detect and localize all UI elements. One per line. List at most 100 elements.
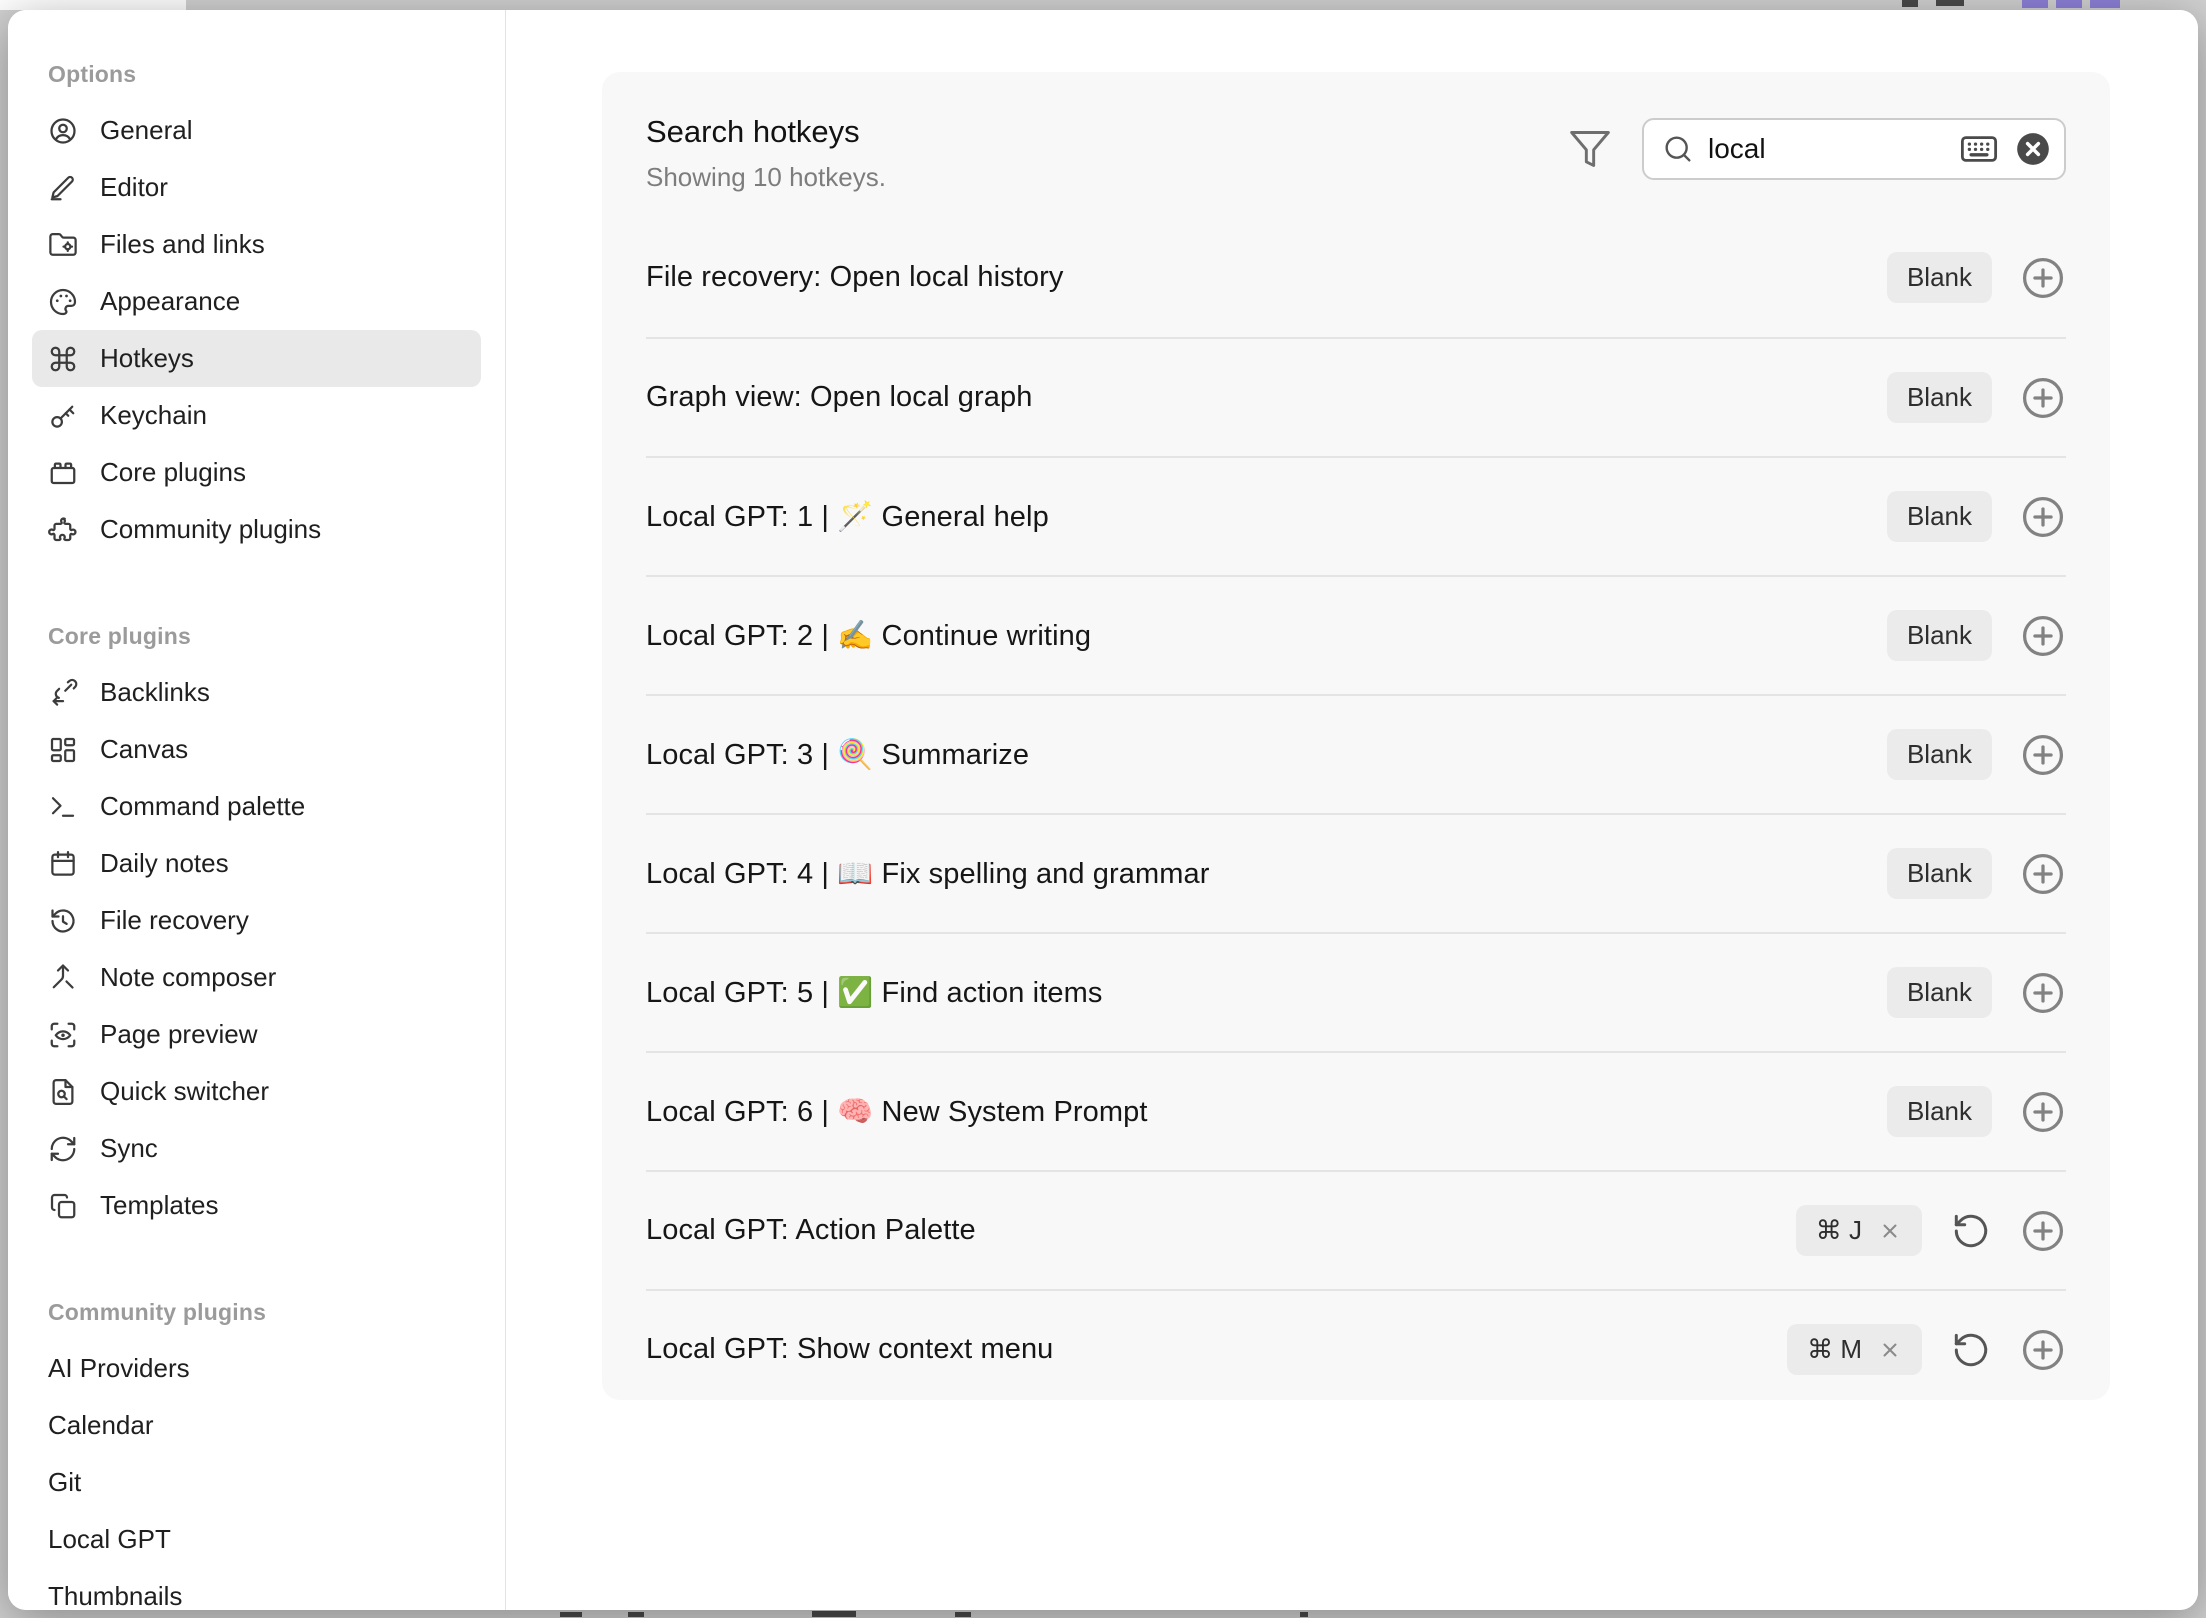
hotkey-row: Local GPT: 2 | ✍️ Continue writing Blank [646,575,2066,694]
restore-default-icon[interactable] [1950,1329,1992,1371]
sidebar-item-label: Core plugins [100,457,246,487]
sidebar-item-sync[interactable]: Sync [32,1120,481,1177]
hotkey-controls: ⌘ J [1795,1205,2066,1256]
hotkey-list: File recovery: Open local history Blank Gr… [646,218,2066,1408]
hotkey-controls: Blank [1886,967,2066,1018]
restore-default-icon[interactable] [1950,1210,1992,1252]
file-search-icon [48,1077,78,1107]
sidebar-item-label: Note composer [100,962,277,992]
hotkey-row: File recovery: Open local history Blank [646,218,2066,337]
background-fragment [955,1612,971,1617]
add-hotkey-button[interactable] [2020,613,2066,659]
clear-search-button[interactable] [2014,130,2052,168]
history-icon [48,906,78,936]
hotkeys-panel: Search hotkeys Showing 10 hotkeys. [602,72,2110,1400]
background-fragment [1902,0,1918,7]
hotkey-command-label: Local GPT: Show context menu [646,1333,1054,1365]
remove-hotkey-icon[interactable] [1878,1219,1902,1243]
sidebar-item-page-preview[interactable]: Page preview [32,1006,481,1063]
blank-hotkey-chip: Blank [1886,967,1992,1018]
sidebar-item-ai-providers[interactable]: AI Providers [32,1340,481,1397]
hotkey-controls: ⌘ M [1787,1324,2066,1375]
search-input[interactable] [1708,133,1944,165]
sidebar-item-thumbnails[interactable]: Thumbnails [32,1568,481,1610]
hotkey-chip: ⌘ M [1787,1324,1922,1375]
sidebar-item-note-composer[interactable]: Note composer [32,949,481,1006]
background-fragment [2022,0,2048,8]
background-fragment [1300,1612,1308,1617]
sidebar-item-label: Sync [100,1133,158,1163]
sidebar-item-backlinks[interactable]: Backlinks [32,664,481,721]
add-hotkey-button[interactable] [2020,375,2066,421]
sidebar-item-label: General [100,115,193,145]
sidebar-item-label: Appearance [100,286,241,316]
add-hotkey-button[interactable] [2020,494,2066,540]
add-hotkey-button[interactable] [2020,1089,2066,1135]
sidebar-item-appearance[interactable]: Appearance [32,273,481,330]
hotkey-controls: Blank [1886,729,2066,780]
hotkey-command-label: Local GPT: 4 | 📖 Fix spelling and gramma… [646,857,1210,890]
sidebar-item-label: Local GPT [48,1524,171,1554]
add-hotkey-button[interactable] [2020,970,2066,1016]
sidebar-item-core-plugins[interactable]: Core plugins [32,444,481,501]
sidebar-item-templates[interactable]: Templates [32,1177,481,1234]
settings-sidebar: Options General Editor Files and links Appea… [8,10,506,1610]
sidebar-item-keychain[interactable]: Keychain [32,387,481,444]
refresh-icon [48,1134,78,1164]
sidebar-item-label: Thumbnails [48,1581,183,1610]
puzzle-icon [48,515,78,545]
sidebar-item-calendar[interactable]: Calendar [32,1397,481,1454]
sidebar-item-label: Command palette [100,791,306,821]
backlink-icon [48,678,78,708]
hotkey-controls: Blank [1886,372,2066,423]
add-hotkey-button[interactable] [2020,851,2066,897]
add-hotkey-button[interactable] [2020,1208,2066,1254]
sidebar-item-community-plugins[interactable]: Community plugins [32,501,481,558]
hotkey-count: Showing 10 hotkeys. [646,162,886,192]
sidebar-item-label: Keychain [100,400,207,430]
toy-brick-icon [48,458,78,488]
search-icon [1662,133,1694,165]
add-hotkey-button[interactable] [2020,1327,2066,1373]
blank-hotkey-chip: Blank [1886,1086,1992,1137]
sidebar-item-file-recovery[interactable]: File recovery [32,892,481,949]
hotkey-chip-text: Blank [1906,501,1972,531]
sidebar-item-files-and-links[interactable]: Files and links [32,216,481,273]
sidebar-item-label: Calendar [48,1410,154,1440]
background-fragment [560,1612,582,1617]
sidebar-item-label: Files and links [100,229,265,259]
hotkey-command-label: Graph view: Open local graph [646,381,1033,413]
sidebar-item-quick-switcher[interactable]: Quick switcher [32,1063,481,1120]
hotkey-row: Local GPT: 1 | 🪄 General help Blank [646,456,2066,575]
sidebar-item-editor[interactable]: Editor [32,159,481,216]
sidebar-item-git[interactable]: Git [32,1454,481,1511]
blank-hotkey-chip: Blank [1886,610,1992,661]
sidebar-item-label: Editor [100,172,168,202]
search-controls [1568,118,2066,180]
keyboard-icon[interactable] [1958,128,2000,170]
layout-dashboard-icon [48,735,78,765]
sidebar-item-hotkeys[interactable]: Hotkeys [32,330,481,387]
pen-icon [48,173,78,203]
user-circle-icon [48,116,78,146]
sidebar-item-label: Hotkeys [100,343,194,373]
hotkey-command-label: File recovery: Open local history [646,261,1064,293]
sidebar-item-canvas[interactable]: Canvas [32,721,481,778]
hotkeys-header: Search hotkeys Showing 10 hotkeys. [646,72,2066,218]
hotkey-chip-text: ⌘ M [1807,1334,1862,1364]
header-text: Search hotkeys Showing 10 hotkeys. [646,114,886,193]
add-hotkey-button[interactable] [2020,255,2066,301]
page-title: Search hotkeys [646,114,860,149]
sidebar-item-daily-notes[interactable]: Daily notes [32,835,481,892]
add-hotkey-button[interactable] [2020,732,2066,778]
remove-hotkey-icon[interactable] [1878,1338,1902,1362]
filter-icon[interactable] [1568,127,1612,171]
hotkey-row: Local GPT: 6 | 🧠 New System Prompt Blank [646,1051,2066,1170]
blank-hotkey-chip: Blank [1886,491,1992,542]
calendar-icon [48,849,78,879]
settings-modal: Options General Editor Files and links Appea… [8,10,2198,1610]
sidebar-item-general[interactable]: General [32,102,481,159]
blank-hotkey-chip: Blank [1886,848,1992,899]
sidebar-item-command-palette[interactable]: Command palette [32,778,481,835]
sidebar-item-local-gpt[interactable]: Local GPT [32,1511,481,1568]
